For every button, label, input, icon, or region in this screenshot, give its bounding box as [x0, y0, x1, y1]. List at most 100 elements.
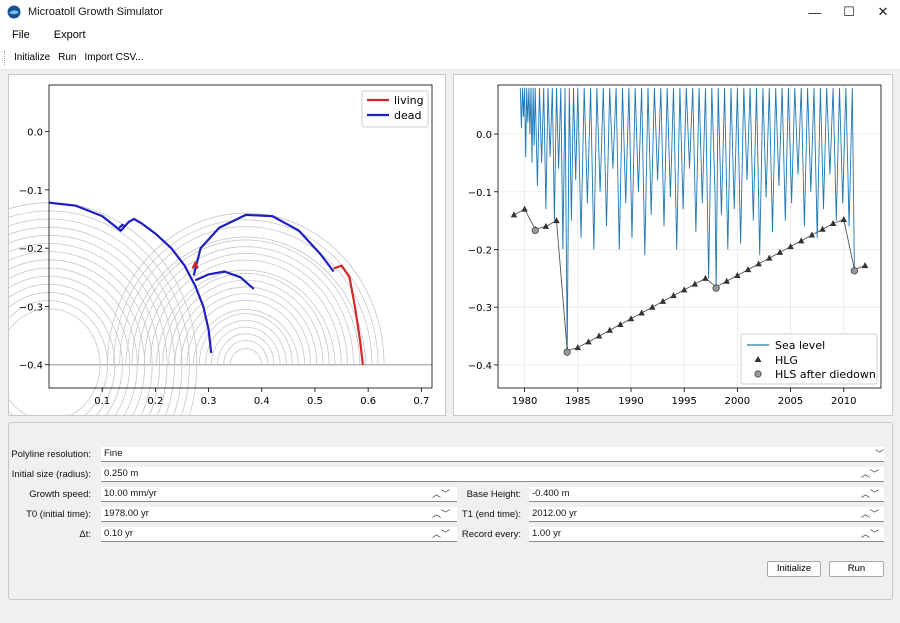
growth-contour [211, 326, 281, 365]
x-tick-label: 0.2 [147, 396, 163, 407]
x-tick-label: 0.7 [413, 396, 429, 407]
y-tick-label: −0.3 [19, 302, 43, 313]
growth-contour [131, 239, 361, 365]
legend-living-label: living [394, 94, 424, 107]
hlg-point [510, 211, 518, 218]
y-tick-label: −0.2 [468, 245, 492, 256]
growth-contour [223, 340, 269, 365]
record-every-field[interactable]: 1.00 yr [529, 527, 884, 542]
legend-hls-swatch [754, 370, 762, 378]
y-tick-label: −0.1 [19, 186, 43, 197]
x-tick-label: 1990 [618, 396, 643, 407]
hlg-point [723, 277, 730, 284]
growth-contour [156, 269, 336, 365]
hlg-point [606, 326, 613, 333]
hlg-point [776, 248, 784, 255]
x-tick-label: 1980 [512, 396, 537, 407]
toolbar: Initialize Run Import CSV... [0, 46, 900, 70]
growth-contour [198, 313, 293, 365]
spinner-arrows-icon[interactable]: ︿﹀ [432, 489, 451, 499]
hlg-point [649, 303, 656, 310]
initial-size-field[interactable]: 0.250 m [101, 467, 884, 482]
growth-contour [107, 212, 385, 365]
y-tick-label: −0.1 [468, 188, 492, 199]
hlg-point [521, 205, 528, 212]
hlg-point [691, 280, 699, 287]
growth-contour [9, 300, 108, 415]
initialize-button[interactable]: Initialize [767, 561, 821, 577]
x-tick-label: 0.5 [307, 396, 323, 407]
growth-contour [9, 251, 153, 415]
hlg-point [819, 225, 826, 232]
legend-hlg-label: HLG [775, 354, 798, 367]
spinner-arrows-icon[interactable]: ︿﹀ [432, 509, 451, 519]
hlg-point [861, 262, 869, 269]
spinner-arrows-icon[interactable]: ︿﹀ [861, 489, 880, 499]
hlg-point [542, 222, 550, 229]
app-icon [7, 5, 21, 19]
spinner-arrows-icon[interactable]: ︿﹀ [432, 529, 451, 539]
dt-field[interactable]: 0.10 yr [101, 527, 457, 542]
chevron-down-icon: ﹀ [875, 449, 885, 459]
hls-point [712, 284, 720, 292]
sea-level-plot: 1980 1985 1990 1995 2000 2005 2010 0.0 −0.1 −0.2 −… [468, 84, 882, 407]
close-button[interactable]: ✕ [877, 4, 889, 19]
growth-speed-label: Growth speed: [29, 489, 91, 500]
growth-contour [217, 333, 275, 365]
hlg-point [755, 260, 762, 267]
polyline-resolution-select[interactable]: Fine [101, 447, 884, 462]
toolbar-run-button[interactable]: Run [58, 52, 77, 63]
t0-field[interactable]: 1978.00 yr [101, 507, 457, 522]
growth-speed-field[interactable]: 10.00 mm/yr [101, 487, 457, 502]
growth-contour [174, 286, 318, 365]
profile-plot-panel: 0.1 0.2 0.3 0.4 0.5 0.6 0.7 0.0 −0.1 −0.2 −0.3 −0.4… [8, 74, 446, 416]
hlg-point [798, 237, 805, 244]
hls-point [563, 348, 571, 356]
growth-contour [143, 252, 348, 365]
hlg-point [585, 338, 592, 345]
hlg-point [808, 231, 816, 238]
hlg-point [638, 309, 645, 316]
toolbar-grip[interactable] [4, 50, 6, 65]
menu-file[interactable]: File [12, 29, 30, 41]
hlg-point [617, 321, 624, 328]
x-tick-label: 2005 [778, 396, 803, 407]
toolbar-import-csv-button[interactable]: Import CSV... [84, 52, 144, 63]
series-living-line [333, 264, 364, 365]
status-bar [0, 604, 900, 623]
series-hlg-line [513, 208, 866, 352]
growth-contour [149, 259, 342, 365]
hlg-point [574, 344, 581, 351]
toolbar-initialize-button[interactable]: Initialize [14, 52, 51, 63]
x-tick-label: 2010 [831, 396, 856, 407]
minimize-button[interactable]: — [808, 4, 822, 20]
t1-label: T1 (end time): [461, 509, 521, 520]
hlg-point [766, 254, 773, 261]
series-dead-line [48, 201, 213, 354]
growth-contour [229, 348, 263, 365]
x-tick-label: 0.3 [201, 396, 217, 407]
growth-contours [9, 202, 385, 415]
menu-export[interactable]: Export [53, 29, 86, 41]
y-tick-label: −0.2 [19, 244, 43, 255]
legend-hls-label: HLS after diedown [775, 368, 876, 381]
base-substrate [49, 364, 432, 366]
hlg-point [734, 271, 741, 278]
sea-level-plot-panel: 1980 1985 1990 1995 2000 2005 2010 0.0 −0.1 −0.2 −… [453, 74, 893, 416]
axes-frame [497, 84, 882, 389]
spinner-arrows-icon[interactable]: ︿﹀ [861, 469, 880, 479]
growth-contour [168, 279, 324, 365]
spinner-arrows-icon[interactable]: ︿﹀ [861, 509, 880, 519]
growth-contour [113, 219, 379, 365]
record-every-label: Record every: [461, 529, 521, 540]
hlg-point [840, 215, 847, 222]
t1-field[interactable]: 2012.00 yr [529, 507, 884, 522]
hlg-point [702, 274, 709, 281]
x-tick-label: 0.6 [360, 396, 376, 407]
spinner-arrows-icon[interactable]: ︿﹀ [861, 529, 880, 539]
growth-contour [180, 293, 312, 365]
maximize-button[interactable]: ☐ [843, 4, 855, 19]
run-button[interactable]: Run [829, 561, 884, 577]
x-tick-label: 1995 [671, 396, 696, 407]
base-height-field[interactable]: -0.400 m [529, 487, 884, 502]
